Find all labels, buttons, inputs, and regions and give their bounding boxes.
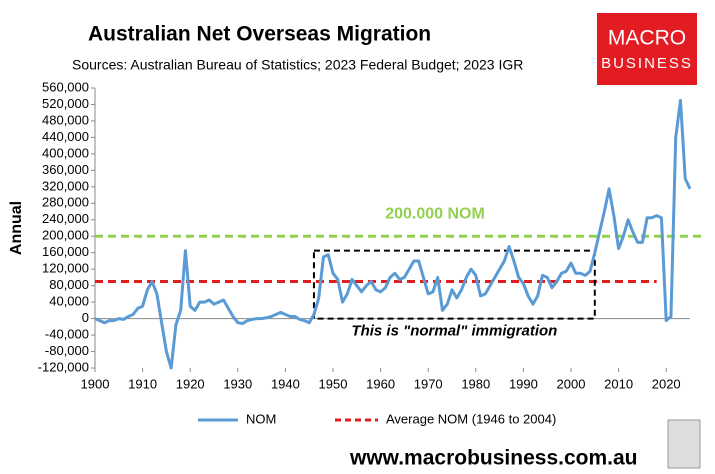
y-axis-label: Annual bbox=[8, 201, 25, 255]
logo-text: MACRO bbox=[608, 27, 686, 50]
footer: www.macrobusiness.com.au bbox=[349, 447, 637, 470]
x-tick-label: 2010 bbox=[604, 376, 633, 391]
y-tick-label: 40,000 bbox=[49, 294, 89, 309]
y-tick-label: 560,000 bbox=[42, 79, 89, 94]
annotation-box bbox=[312, 249, 596, 320]
x-tick-label: 1900 bbox=[81, 376, 110, 391]
y-tick-label: 200,000 bbox=[42, 228, 89, 243]
chart-subtitle: Sources: Australian Bureau of Statistics… bbox=[72, 57, 523, 73]
y-tick-label: -40,000 bbox=[45, 326, 89, 341]
y-tick-label: 320,000 bbox=[42, 178, 89, 193]
x-tick-label: 1970 bbox=[414, 376, 443, 391]
y-tick-label: 440,000 bbox=[42, 129, 89, 144]
x-tick-label: 1930 bbox=[223, 376, 252, 391]
y-tick-label: 400,000 bbox=[42, 145, 89, 160]
x-tick-label: 1920 bbox=[176, 376, 205, 391]
y-tick-label: 120,000 bbox=[42, 261, 89, 276]
y-tick-label: 240,000 bbox=[42, 211, 89, 226]
x-tick-label: 2020 bbox=[652, 376, 681, 391]
x-tick-label: 2000 bbox=[557, 376, 586, 391]
data-line bbox=[94, 98, 692, 370]
y-tick-label: 0 bbox=[82, 310, 89, 325]
y-tick-label: 360,000 bbox=[42, 162, 89, 177]
y-tick-label: 80,000 bbox=[49, 277, 89, 292]
x-tick-label: 1990 bbox=[509, 376, 538, 391]
y-tick-label: -80,000 bbox=[45, 343, 89, 358]
legend-label: NOM bbox=[246, 411, 276, 426]
x-tick-label: 1940 bbox=[271, 376, 300, 391]
logo-box bbox=[597, 13, 697, 85]
y-tick-label: 480,000 bbox=[42, 112, 89, 127]
chart-title: Australian Net Overseas Migration bbox=[88, 23, 431, 46]
x-tick-label: 1980 bbox=[461, 376, 490, 391]
x-tick-label: 1950 bbox=[319, 376, 348, 391]
y-tick-label: 280,000 bbox=[42, 195, 89, 210]
x-tick-label: 1960 bbox=[366, 376, 395, 391]
y-tick-label: 160,000 bbox=[42, 244, 89, 259]
y-tick-label: 520,000 bbox=[42, 96, 89, 111]
x-tick-label: 1910 bbox=[128, 376, 157, 391]
annotation-text: This is "normal" immigration bbox=[351, 323, 557, 340]
legend-label: Average NOM (1946 to 2004) bbox=[386, 411, 556, 426]
logo-text: BUSINESS bbox=[601, 55, 693, 72]
reference-label: 200.000 NOM bbox=[385, 205, 485, 222]
y-tick-label: -120,000 bbox=[38, 359, 89, 374]
logo-icon bbox=[667, 419, 701, 469]
